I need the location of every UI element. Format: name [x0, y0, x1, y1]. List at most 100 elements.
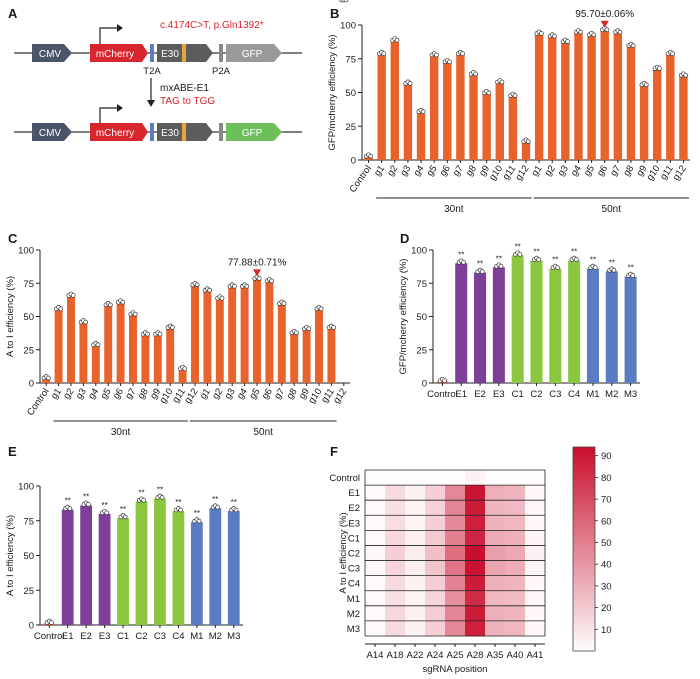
bar	[530, 261, 542, 383]
colorbar-segment	[573, 495, 595, 499]
colorbar-segment	[573, 501, 595, 505]
heatmap-cell	[505, 606, 525, 621]
replicate-dot	[369, 154, 373, 158]
replicate-dot	[84, 320, 88, 324]
bar	[290, 334, 298, 383]
heatmap-cell	[485, 545, 505, 560]
heatmap-cell	[405, 545, 425, 560]
bar	[509, 97, 517, 160]
replicate-dot	[245, 284, 249, 288]
replicate-dot	[408, 81, 412, 85]
y-axis-label: GFP/mcherry efficiency (%)	[398, 259, 409, 375]
colorbar-segment	[573, 552, 595, 556]
bar	[512, 255, 524, 383]
colorbar-segment	[573, 556, 595, 560]
y-tick-label: 25	[416, 345, 427, 356]
significance-marker: **	[609, 258, 615, 267]
colorbar-segment	[573, 447, 595, 451]
colorbar-segment	[573, 478, 595, 482]
x-tick-label: E1	[455, 389, 467, 400]
heatmap-cell	[405, 576, 425, 591]
x-tick-label: C3	[154, 631, 166, 642]
significance-marker: **	[496, 254, 502, 263]
heatmap-cell	[505, 621, 525, 636]
replicate-dot	[443, 379, 447, 383]
heatmap-cell	[445, 500, 465, 515]
heatmap-row-label: E1	[348, 488, 360, 499]
significance-marker: **	[120, 505, 126, 514]
replicate-dot	[220, 296, 224, 300]
heatmap-cell	[485, 485, 505, 500]
bar	[627, 47, 635, 160]
colorbar-segment	[573, 505, 595, 509]
bar	[640, 86, 648, 160]
replicate-dot	[593, 266, 597, 270]
heatmap-cell	[445, 470, 465, 485]
e30-label-2: E30	[161, 128, 179, 139]
mutation-stripe-1	[182, 44, 186, 62]
colorbar-tick-label: 40	[601, 560, 612, 571]
bar	[561, 43, 569, 160]
heatmap-cell	[465, 530, 485, 545]
x-tick-label: Control	[347, 163, 374, 194]
heatmap-cell	[465, 515, 485, 530]
heatmap-cell	[465, 576, 485, 591]
group-label: 50nt	[253, 427, 273, 438]
promoter-arrowhead-1	[117, 24, 123, 32]
colorbar-tick-label: 90	[601, 451, 612, 462]
heatmap-row-label: E3	[348, 518, 360, 529]
significance-marker: **	[627, 264, 633, 273]
significance-marker: **	[533, 248, 539, 257]
heatmap-cell	[465, 561, 485, 576]
heatmap-cell	[425, 621, 445, 636]
heatmap-cell	[385, 470, 405, 485]
replicate-dot	[123, 515, 127, 519]
heatmap-cell	[425, 561, 445, 576]
bar	[456, 55, 464, 160]
replicate-dot	[382, 52, 386, 56]
replicate-dot	[592, 33, 596, 37]
y-tick-label: 25	[23, 345, 34, 356]
replicate-dot	[332, 325, 336, 329]
bar	[79, 323, 87, 383]
bar	[493, 267, 505, 383]
heatmap-cell	[365, 485, 385, 500]
heatmap-cell	[365, 470, 385, 485]
bar	[625, 277, 637, 383]
replicate-dot	[160, 496, 164, 500]
replicate-dot	[257, 276, 261, 280]
bar	[303, 330, 311, 383]
colorbar-segment	[573, 461, 595, 465]
colorbar-segment	[573, 593, 595, 597]
heatmap-cell	[525, 621, 545, 636]
bar	[315, 310, 323, 383]
replicate-dot	[307, 327, 311, 331]
group-label: 30nt	[444, 204, 464, 215]
replicate-dot	[574, 258, 578, 262]
heatmap-cell	[465, 591, 485, 606]
heatmap-cell	[465, 500, 485, 515]
bar	[574, 33, 582, 160]
x-tick-label: Control	[427, 389, 458, 400]
colorbar-segment	[573, 617, 595, 621]
heatmap-cell	[405, 485, 425, 500]
colorbar-segment	[573, 542, 595, 546]
bar	[228, 511, 240, 625]
replicate-dot	[566, 40, 570, 44]
bar	[496, 83, 504, 160]
replicate-dot	[556, 266, 560, 270]
x-tick-label: C4	[568, 389, 580, 400]
colorbar-segment	[573, 525, 595, 529]
heatmap-cell	[425, 530, 445, 545]
bar	[535, 34, 543, 160]
replicate-dot	[96, 343, 100, 347]
x-tick-label: E2	[474, 389, 486, 400]
colorbar-segment	[573, 597, 595, 601]
x-tick-label: E3	[493, 389, 505, 400]
heatmap-cell	[385, 561, 405, 576]
heatmap-cell	[485, 561, 505, 576]
mutation-label: c.4174C>T, p.Gln1392*	[160, 20, 264, 31]
heatmap-cell	[505, 485, 525, 500]
codon-change-label: TAG to TGG	[160, 96, 215, 107]
replicate-dot	[539, 31, 543, 35]
